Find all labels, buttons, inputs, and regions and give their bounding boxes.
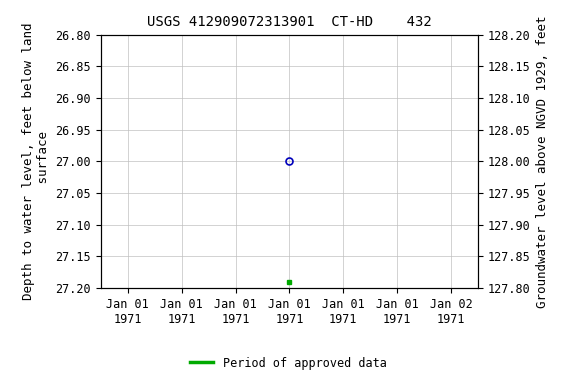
- Legend: Period of approved data: Period of approved data: [185, 352, 391, 374]
- Title: USGS 412909072313901  CT-HD    432: USGS 412909072313901 CT-HD 432: [147, 15, 432, 29]
- Y-axis label: Depth to water level, feet below land
 surface: Depth to water level, feet below land su…: [22, 23, 50, 300]
- Y-axis label: Groundwater level above NGVD 1929, feet: Groundwater level above NGVD 1929, feet: [536, 15, 549, 308]
